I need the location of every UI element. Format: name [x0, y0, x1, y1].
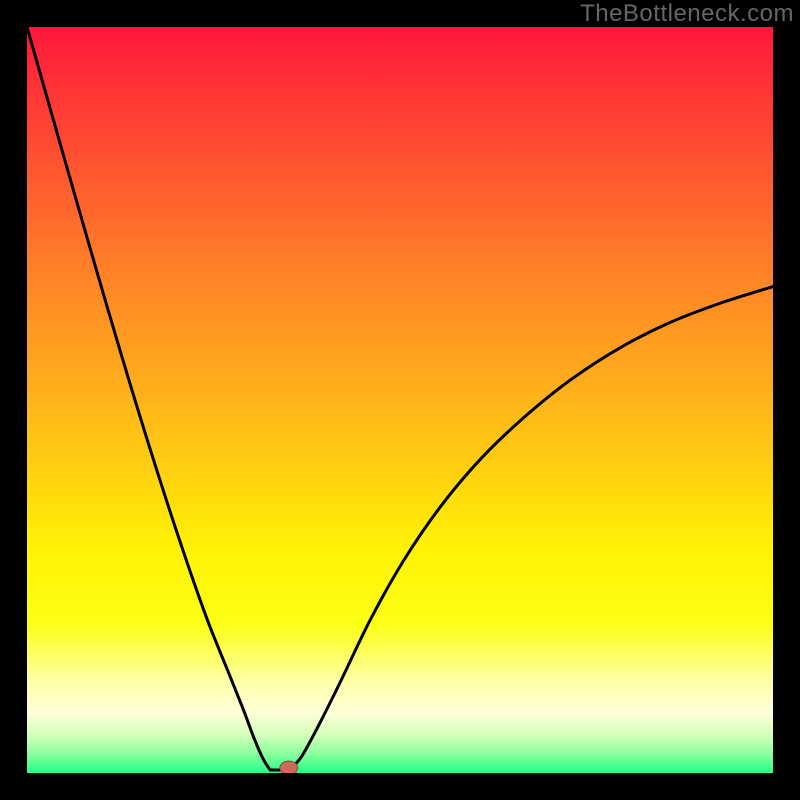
plot-container: [0, 0, 800, 800]
watermark-label: TheBottleneck.com: [580, 0, 794, 28]
bottleneck-chart: [0, 0, 800, 800]
optimal-point-marker: [280, 761, 298, 774]
chart-frame: TheBottleneck.com: [0, 0, 800, 800]
plot-background: [27, 27, 773, 773]
